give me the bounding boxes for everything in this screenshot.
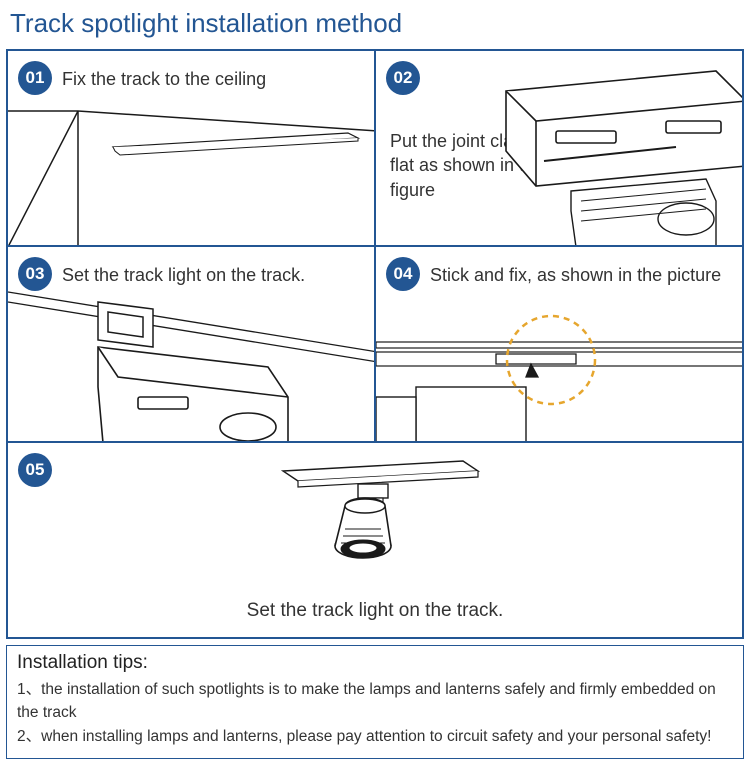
step-cell-05: 05 Set the track light on the track. (7, 442, 743, 638)
grid-row: 03 Set the track light on the track. 04 (7, 246, 743, 442)
ceiling-track-illustration (8, 51, 375, 246)
step-cell-01: 01 Fix the track to the ceiling (7, 50, 375, 246)
tips-heading: Installation tips: (17, 652, 733, 674)
tips-item: 1、the installation of such spotlights is… (17, 678, 733, 725)
stick-fix-illustration (376, 247, 743, 442)
step-cell-03: 03 Set the track light on the track. (7, 246, 375, 442)
step-badge: 05 (18, 453, 52, 487)
grid-row: 05 Set the track light on the track. (7, 442, 743, 638)
step-grid: 01 Fix the track to the ceiling 02 Put t… (6, 49, 744, 639)
step-cell-04: 04 Stick and fix, as shown in the pictur… (375, 246, 743, 442)
step-caption: Set the track light on the track. (8, 600, 742, 622)
tips-panel: Installation tips: 1、the installation of… (6, 645, 744, 759)
page-title: Track spotlight installation method (0, 0, 750, 49)
tips-item: 2、when installing lamps and lanterns, pl… (17, 725, 733, 748)
grid-row: 01 Fix the track to the ceiling 02 Put t… (7, 50, 743, 246)
joint-clamp-illustration (376, 51, 743, 246)
set-light-illustration (8, 247, 375, 442)
final-light-illustration (263, 451, 493, 591)
step-cell-02: 02 Put the joint clamp flat as shown in … (375, 50, 743, 246)
